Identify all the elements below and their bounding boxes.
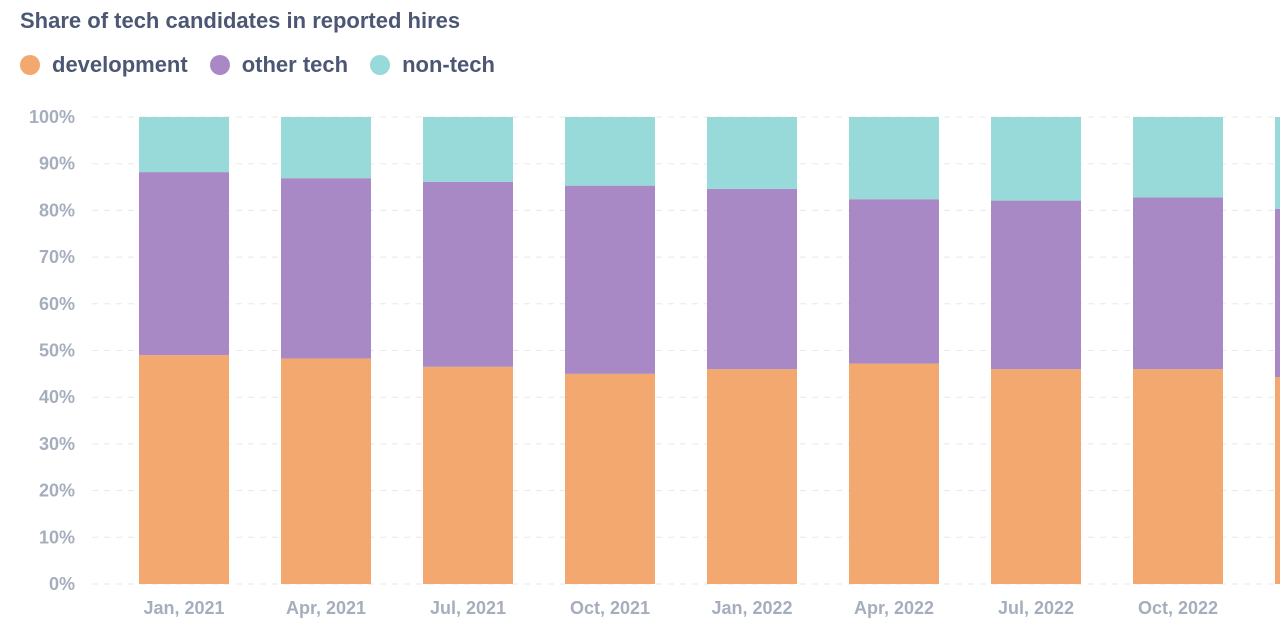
y-tick-label: 0% xyxy=(49,574,75,594)
bar-development[interactable] xyxy=(991,369,1081,584)
bar-non-tech[interactable] xyxy=(281,117,371,179)
legend-label-other-tech: other tech xyxy=(241,52,349,77)
bar-non-tech[interactable] xyxy=(849,117,939,200)
y-tick-label: 20% xyxy=(39,481,75,501)
chart-title: Share of tech candidates in reported hir… xyxy=(20,8,461,33)
bar-development[interactable] xyxy=(1133,369,1223,584)
bar-non-tech[interactable] xyxy=(991,117,1081,201)
legend-dot-other-tech xyxy=(209,55,230,75)
y-tick-label: 40% xyxy=(39,387,75,407)
y-tick-label: 80% xyxy=(39,200,75,220)
bar-development[interactable] xyxy=(565,373,655,584)
legend: development other tech non-tech xyxy=(20,52,495,78)
x-tick-label: Jan, 2021 xyxy=(143,598,224,618)
x-tick-label: Jul, 2022 xyxy=(998,598,1074,618)
legend-item-other-tech[interactable]: other tech xyxy=(209,52,349,78)
x-tick-label: Jul, 2021 xyxy=(430,598,506,618)
legend-label-development: development xyxy=(52,52,188,77)
bar-development[interactable] xyxy=(139,355,229,584)
bar-development[interactable] xyxy=(423,366,513,584)
y-tick-label: 60% xyxy=(39,294,75,314)
bar-other-tech[interactable] xyxy=(565,185,655,374)
y-tick-label: 100% xyxy=(29,107,75,127)
bar-other-tech[interactable] xyxy=(991,200,1081,370)
bar-other-tech[interactable] xyxy=(1133,197,1223,370)
legend-item-development[interactable]: development xyxy=(20,52,188,78)
y-tick-label: 90% xyxy=(39,154,75,174)
x-tick-label: Jan, 2022 xyxy=(711,598,792,618)
x-tick-label: Apr, 2021 xyxy=(286,598,366,618)
legend-dot-non-tech xyxy=(370,55,391,75)
y-tick-label: 10% xyxy=(39,527,75,547)
bar-other-tech[interactable] xyxy=(1275,208,1280,378)
bar-non-tech[interactable] xyxy=(1275,117,1280,209)
x-tick-label: Oct, 2022 xyxy=(1138,598,1218,618)
bar-other-tech[interactable] xyxy=(423,181,513,367)
y-tick-label: 50% xyxy=(39,341,75,361)
y-tick-label: 30% xyxy=(39,434,75,454)
x-tick-label: Oct, 2021 xyxy=(570,598,650,618)
bar-non-tech[interactable] xyxy=(1133,117,1223,198)
legend-item-non-tech[interactable]: non-tech xyxy=(370,52,495,78)
bar-non-tech[interactable] xyxy=(423,117,513,182)
y-tick-label: 70% xyxy=(39,247,75,267)
bar-other-tech[interactable] xyxy=(281,178,371,359)
bar-development[interactable] xyxy=(281,358,371,584)
bar-development[interactable] xyxy=(849,363,939,584)
legend-dot-development xyxy=(20,55,40,75)
x-tick-label: Apr, 2022 xyxy=(854,598,934,618)
bar-non-tech[interactable] xyxy=(139,117,229,173)
bar-other-tech[interactable] xyxy=(139,172,229,356)
bar-development[interactable] xyxy=(1275,377,1280,584)
bar-development[interactable] xyxy=(707,369,797,584)
bar-other-tech[interactable] xyxy=(849,199,939,364)
bar-non-tech[interactable] xyxy=(565,117,655,186)
bar-other-tech[interactable] xyxy=(707,188,797,370)
legend-label-non-tech: non-tech xyxy=(402,52,495,77)
bar-non-tech[interactable] xyxy=(707,117,797,189)
